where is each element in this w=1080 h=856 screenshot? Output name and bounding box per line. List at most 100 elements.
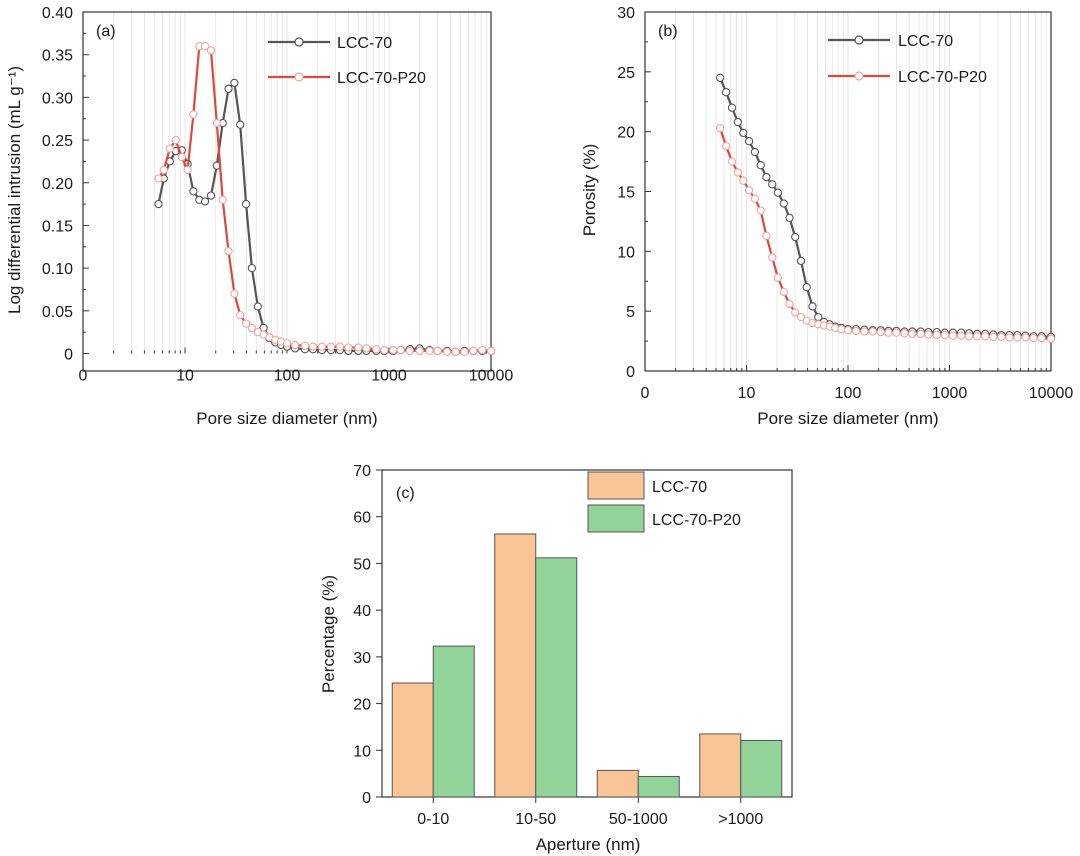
data-point: [396, 345, 405, 355]
panel-c-bars: [391, 533, 783, 798]
x-tick-label: 50-1000: [609, 811, 668, 828]
data-point: [282, 339, 292, 348]
data-point: [206, 191, 216, 200]
data-point: [756, 206, 765, 215]
data-point: [1005, 333, 1014, 342]
data-point: [200, 197, 210, 206]
data-point: [183, 165, 192, 175]
data-point: [159, 165, 168, 175]
y-tick-label: 15: [617, 185, 635, 202]
y-tick-label: 0.25: [42, 133, 73, 150]
data-point: [727, 103, 737, 112]
data-point: [177, 152, 186, 162]
data-point: [326, 342, 336, 351]
y-tick-label: 0.15: [42, 218, 73, 235]
data-point: [230, 289, 239, 298]
data-point: [200, 42, 210, 51]
y-tick-label: 30: [617, 5, 635, 22]
data-point: [230, 78, 239, 88]
panel-a-y-axis-label: Log differential intrusion (mL g⁻¹): [5, 66, 24, 314]
data-point: [224, 84, 233, 93]
panel-b-x-ticks: 0 10 100 1000 10000: [641, 365, 1073, 402]
data-point: [762, 172, 771, 182]
data-point: [956, 331, 966, 340]
x-tick-label: 100: [274, 368, 301, 385]
panel-c-y-axis-label: Percentage (%): [319, 575, 338, 693]
data-point: [948, 331, 958, 340]
y-tick-label: 0.05: [42, 304, 73, 321]
data-point: [442, 347, 452, 356]
data-point: [189, 187, 198, 196]
data-point: [924, 330, 933, 339]
panel-a-legend-marker-lcc70p20: [294, 72, 304, 82]
panel-a-legend-label-lcc70: LCC-70: [337, 35, 392, 52]
x-tick-label: 1000: [932, 385, 968, 402]
data-point: [768, 180, 777, 189]
panel-b-legend-marker-lcc70p20: [854, 71, 864, 81]
y-tick-label: 20: [617, 125, 635, 142]
data-point: [405, 346, 414, 356]
y-tick-label: 70: [353, 463, 371, 480]
data-point: [908, 329, 917, 339]
data-point: [843, 326, 853, 335]
data-point: [808, 302, 817, 311]
panel-c-plot-frame: [381, 469, 793, 798]
panel-b-y-axis-label: Porosity (%): [580, 144, 599, 237]
data-point: [715, 123, 725, 133]
data-point: [224, 246, 233, 256]
data-point: [796, 312, 806, 322]
data-point: [892, 328, 901, 337]
data-point: [478, 345, 487, 355]
data-point: [768, 253, 777, 262]
panel-a-y-ticks: 0 0.05 0.10 0.15 0.20 0.25 0.30 0.35 0.40: [42, 5, 89, 364]
bar-lcc70: [699, 733, 742, 798]
data-point: [721, 141, 731, 151]
panel-a-x-ticks: 0 10 100 1000 10000: [79, 347, 513, 385]
data-point: [165, 144, 174, 153]
data-point: [868, 327, 877, 336]
data-point: [884, 328, 893, 337]
panel-c-label: (c): [396, 485, 415, 502]
y-tick-label: 50: [353, 556, 371, 573]
data-point: [460, 347, 469, 356]
panel-b-legend-label-lcc70p20: LCC-70-P20: [898, 69, 987, 86]
y-tick-label: 0.20: [42, 176, 73, 193]
panel-a: 0 0.05 0.10 0.15 0.20 0.25 0.30 0.35 0.40 0 10 100…: [5, 5, 513, 428]
panel-a-label: (a): [96, 23, 116, 40]
data-point: [779, 199, 788, 208]
x-tick-label: 10-50: [515, 811, 556, 828]
panel-b-x-axis-label: Pore size diameter (nm): [757, 409, 938, 428]
data-point: [236, 120, 245, 129]
panel-b: 0 5 10 15 20 25 30 0 10 100 1000 10000 (b) Pore si…: [580, 5, 1073, 428]
data-point: [1037, 333, 1046, 343]
data-point: [837, 324, 846, 334]
x-tick-label: 0: [79, 368, 88, 385]
bar-lcc70: [391, 682, 434, 798]
data-point: [354, 343, 363, 352]
series-line-lcc70: [719, 77, 1052, 338]
data-point: [851, 326, 861, 336]
panel-a-plot-frame: [82, 11, 492, 372]
panel-c-x-axis-label: Aperture (nm): [536, 835, 641, 854]
panel-b-series: [715, 73, 1056, 343]
y-tick-label: 0: [626, 364, 635, 381]
data-point: [154, 174, 163, 183]
panel-c-legend-swatch-lcc70: [587, 471, 645, 500]
panel-c-legend-label-lcc70p20: LCC-70-P20: [652, 512, 741, 529]
data-point: [785, 213, 794, 222]
data-point: [964, 332, 974, 341]
data-point: [750, 194, 760, 203]
data-point: [1013, 333, 1022, 342]
series-line-lcc70: [157, 81, 491, 353]
panel-a-legend-label-lcc70p20: LCC-70-P20: [337, 70, 426, 87]
data-point: [981, 332, 990, 341]
data-point: [744, 137, 754, 146]
data-point: [940, 330, 950, 340]
data-point: [785, 299, 794, 309]
panel-c-x-ticks: 0-10 10-50 50-1000 >1000: [417, 797, 763, 828]
bar-lcc70: [494, 533, 537, 798]
bar-lcc70: [596, 769, 639, 798]
y-tick-label: 0.10: [42, 261, 73, 278]
panel-c: 0 10 20 30 40 50 60 70 0-10 10-50 50-1000 >1000 (c…: [319, 463, 793, 854]
